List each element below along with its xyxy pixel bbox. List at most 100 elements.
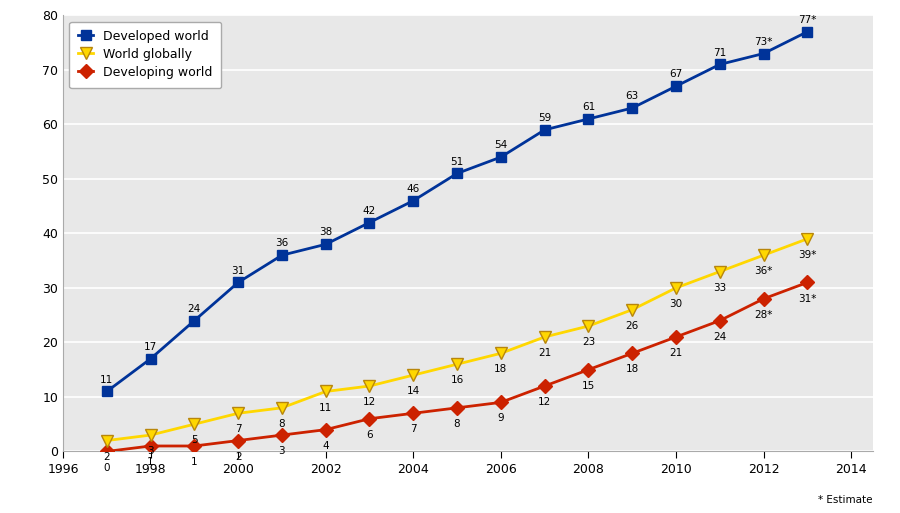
Text: 7: 7	[410, 424, 417, 435]
World globally	[320, 388, 331, 394]
Text: 73*: 73*	[754, 36, 773, 47]
Text: 6: 6	[366, 430, 373, 440]
Text: 54: 54	[494, 140, 508, 150]
Developed world	[626, 105, 637, 111]
Text: 12: 12	[363, 397, 376, 407]
Text: 77*: 77*	[798, 15, 816, 25]
World globally	[626, 307, 637, 313]
Developing world	[189, 443, 200, 449]
World globally	[670, 285, 681, 291]
Developing world	[715, 318, 725, 324]
Text: 2: 2	[235, 451, 241, 462]
World globally	[233, 410, 244, 417]
World globally	[583, 323, 594, 329]
Developing world	[758, 295, 769, 302]
World globally	[802, 236, 813, 242]
World globally	[495, 350, 506, 357]
Developed world	[408, 198, 418, 204]
Text: 36: 36	[275, 238, 289, 248]
Text: 0: 0	[104, 463, 110, 472]
Developed world	[189, 318, 200, 324]
Text: 23: 23	[581, 337, 595, 347]
Text: 31*: 31*	[798, 293, 816, 304]
World globally	[364, 383, 375, 389]
Text: 24: 24	[713, 332, 726, 342]
Developing world	[626, 350, 637, 357]
Developing world	[539, 383, 550, 389]
Text: 17: 17	[144, 342, 158, 352]
Text: 26: 26	[626, 321, 639, 331]
Text: 46: 46	[407, 184, 420, 194]
Text: 63: 63	[626, 91, 639, 101]
Text: 2: 2	[104, 451, 110, 462]
Developing world	[276, 432, 287, 438]
World globally	[758, 252, 769, 258]
Text: 12: 12	[538, 397, 551, 407]
Developed world	[276, 252, 287, 258]
Text: 39*: 39*	[798, 250, 816, 260]
Text: 31: 31	[231, 266, 245, 275]
World globally	[715, 268, 725, 274]
Developing world	[320, 427, 331, 433]
Developed world	[670, 83, 681, 89]
Text: 4: 4	[322, 441, 329, 451]
Developing world	[802, 280, 813, 286]
Developed world	[452, 170, 463, 176]
Text: 11: 11	[100, 374, 113, 385]
Text: 67: 67	[670, 69, 682, 80]
Text: 61: 61	[581, 102, 595, 112]
Text: 59: 59	[538, 113, 551, 123]
Text: 15: 15	[581, 381, 595, 391]
Text: 36*: 36*	[754, 266, 773, 277]
Text: 71: 71	[713, 48, 726, 57]
Text: 9: 9	[498, 413, 504, 424]
Developing world	[583, 367, 594, 373]
Developing world	[495, 399, 506, 405]
Developing world	[408, 410, 418, 417]
Text: 18: 18	[494, 364, 508, 374]
World globally	[189, 421, 200, 427]
Text: 16: 16	[450, 376, 464, 385]
World globally	[539, 334, 550, 340]
Text: 8: 8	[454, 419, 461, 429]
Developing world	[102, 448, 112, 455]
Text: 30: 30	[670, 299, 682, 309]
Text: 3: 3	[279, 446, 285, 456]
Text: 42: 42	[363, 206, 376, 215]
Legend: Developed world, World globally, Developing world: Developed world, World globally, Develop…	[69, 22, 221, 88]
Text: 33: 33	[713, 283, 726, 293]
Text: 14: 14	[407, 386, 420, 396]
Text: 24: 24	[188, 304, 201, 313]
Developed world	[320, 241, 331, 247]
World globally	[276, 405, 287, 411]
Text: 7: 7	[235, 424, 241, 435]
Developing world	[452, 405, 463, 411]
Text: 21: 21	[670, 348, 682, 358]
Text: * Estimate: * Estimate	[818, 495, 873, 505]
Text: 11: 11	[320, 403, 332, 412]
Text: 8: 8	[279, 419, 285, 429]
Developing world	[364, 416, 375, 422]
Developed world	[233, 280, 244, 286]
Developing world	[233, 438, 244, 444]
Text: 5: 5	[191, 436, 198, 445]
Text: 1: 1	[191, 457, 198, 467]
Developed world	[495, 154, 506, 160]
Line: World globally: World globally	[101, 232, 814, 447]
Developed world	[145, 356, 156, 362]
Text: 3: 3	[148, 446, 154, 456]
Line: Developed world: Developed world	[102, 27, 812, 397]
Text: 1: 1	[148, 457, 154, 467]
Text: 38: 38	[320, 227, 332, 238]
Developed world	[583, 116, 594, 122]
Developed world	[102, 388, 112, 394]
World globally	[408, 372, 418, 378]
Developed world	[715, 62, 725, 68]
Line: Developing world: Developing world	[102, 278, 812, 456]
Developing world	[145, 443, 156, 449]
Developed world	[758, 50, 769, 56]
Text: 18: 18	[626, 364, 639, 374]
Text: 51: 51	[450, 156, 464, 167]
Developed world	[539, 127, 550, 133]
Text: 21: 21	[538, 348, 551, 358]
